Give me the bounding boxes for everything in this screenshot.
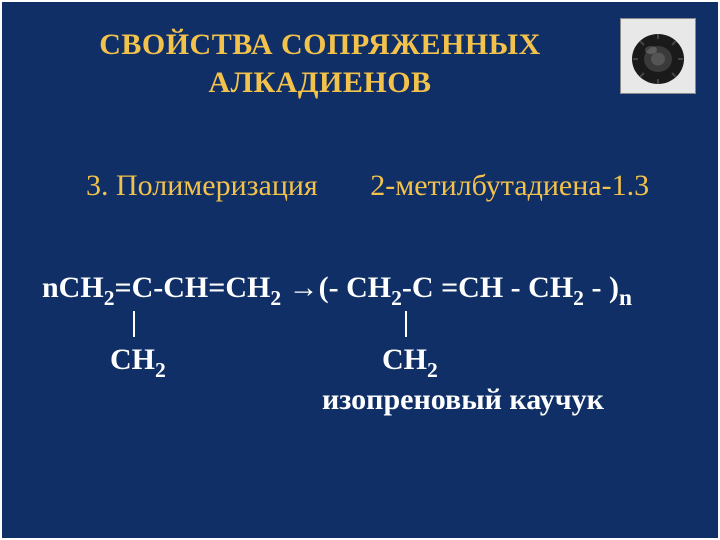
product-label-text: изопреновый каучук bbox=[322, 383, 604, 416]
branch-ch2-1: CH2 bbox=[110, 343, 166, 382]
slide-title: СВОЙСТВА СОПРЯЖЕННЫХ АЛКАДИЕНОВ bbox=[2, 2, 718, 101]
eq-p2: →(- CH bbox=[281, 271, 391, 304]
branch1-main: CH bbox=[110, 343, 155, 376]
subheading: 3. Полимеризация 2-метилбутадиена-1.3 bbox=[2, 101, 718, 237]
eq-s1: 2 bbox=[270, 286, 281, 310]
subhead-number: 3. Полимеризация bbox=[86, 169, 318, 202]
subhead-gap bbox=[318, 169, 371, 202]
bond-line-1 bbox=[133, 311, 135, 337]
tire-image-frame bbox=[620, 18, 696, 94]
eq-s3: 2 bbox=[573, 286, 584, 310]
eq-p3: -C =CH - CH bbox=[402, 271, 573, 304]
branch2-sub: 2 bbox=[427, 358, 438, 382]
eq-p4: - ) bbox=[584, 271, 619, 304]
equation-main-line: nCH2=C-CH=CH2 →(- CH2-C =CH - CH2 - )n bbox=[42, 271, 718, 311]
title-line1: СВОЙСТВА СОПРЯЖЕННЫХ bbox=[99, 28, 541, 61]
branch2-main: CH bbox=[382, 343, 427, 376]
branch1-sub: 2 bbox=[155, 358, 166, 382]
product-label: изопреновый каучук bbox=[322, 383, 604, 417]
eq-sn: n bbox=[619, 285, 632, 311]
bond-line-2 bbox=[405, 311, 407, 337]
subhead-compound: 2-метилбутадиена-1.3 bbox=[370, 169, 649, 202]
slide: СВОЙСТВА СОПРЯЖЕННЫХ АЛКАДИЕНОВ 3. Полим… bbox=[0, 0, 720, 540]
equation-block: nCH2=C-CH=CH2 →(- CH2-C =CH - CH2 - )n C… bbox=[2, 237, 718, 311]
tire-icon bbox=[621, 19, 695, 93]
title-line2: АЛКАДИЕНОВ bbox=[208, 66, 431, 99]
eq-s2: 2 bbox=[391, 286, 402, 310]
eq-p0: nCH bbox=[42, 271, 104, 304]
branch-ch2-2: CH2 bbox=[382, 343, 438, 382]
eq-s0: 2 bbox=[104, 286, 115, 310]
eq-p1: =C-CH=CH bbox=[114, 271, 270, 304]
